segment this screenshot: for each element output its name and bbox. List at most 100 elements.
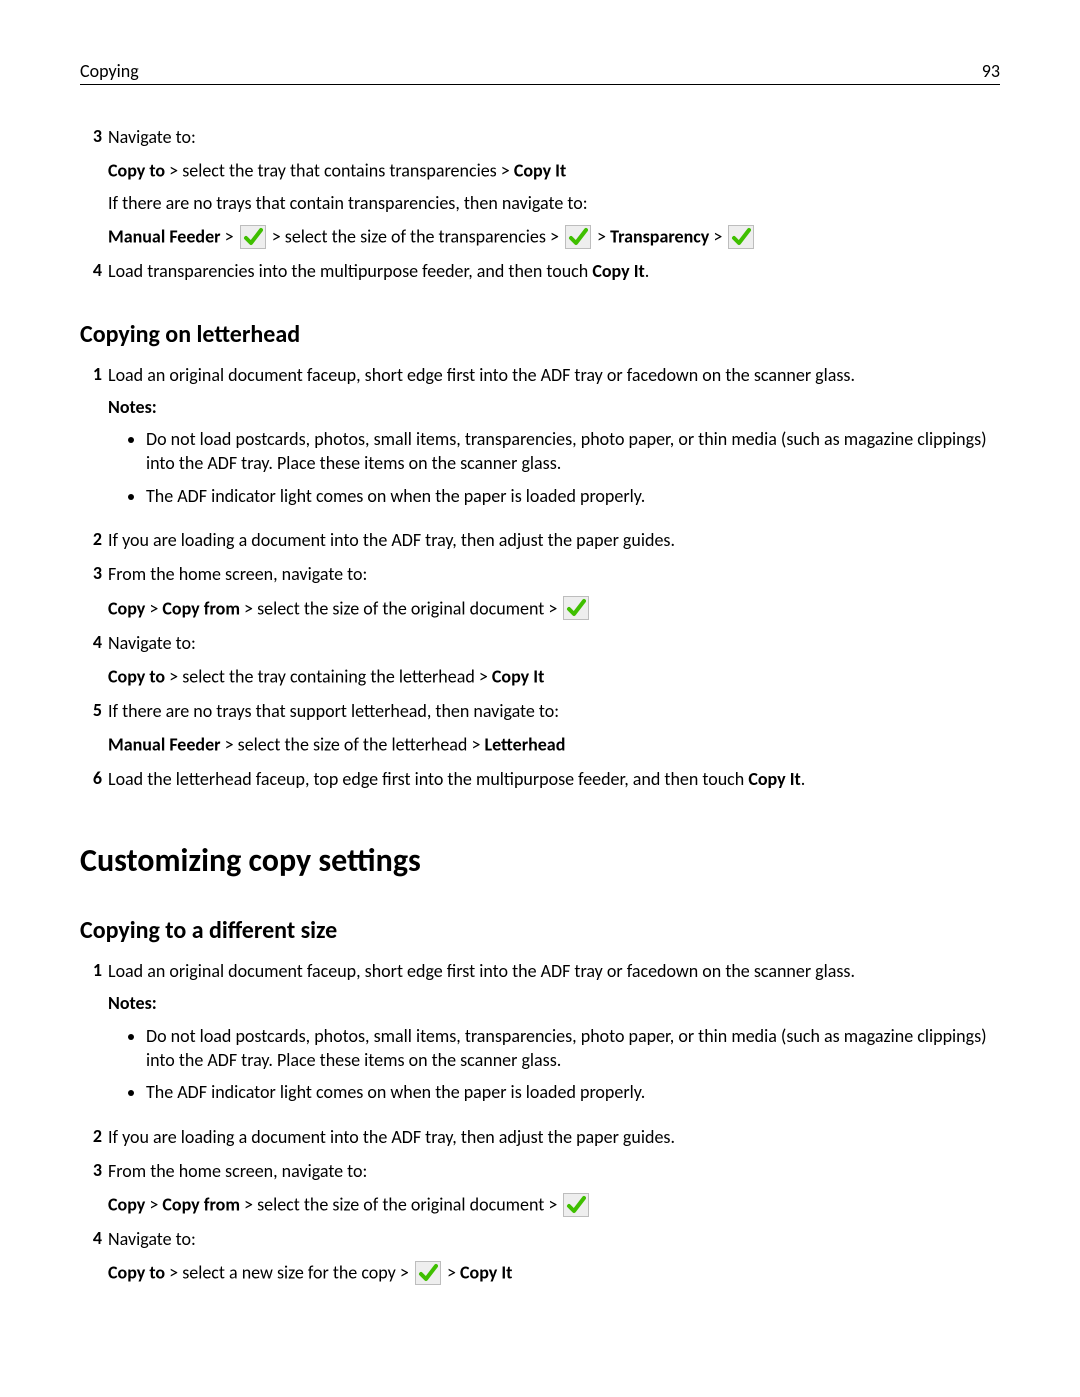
- step-4-transparencies: 4 Load transparencies into the multipurp…: [80, 259, 1000, 283]
- step-body: Load transparencies into the multipurpos…: [108, 259, 1000, 283]
- diffsize-step-3: 3 From the home screen, navigate to: Cop…: [80, 1159, 1000, 1217]
- step-number: 6: [80, 767, 108, 791]
- step-body: Load an original document faceup, short …: [108, 959, 1000, 1114]
- nav-path-copy-from: Copy > Copy from > select the size of th…: [108, 1191, 1000, 1217]
- gt: >: [443, 1262, 460, 1284]
- gt: >: [593, 226, 610, 248]
- sel-lh: > select the size of the letterhead >: [221, 733, 485, 755]
- check-icon: [563, 596, 589, 620]
- step-body: If you are loading a document into the A…: [108, 528, 1000, 552]
- heading-customizing: Customizing copy settings: [80, 841, 1000, 880]
- step-number: 1: [80, 959, 108, 1114]
- step3-text: From the home screen, navigate to:: [108, 1159, 1000, 1183]
- diffsize-step-1: 1 Load an original document faceup, shor…: [80, 959, 1000, 1114]
- copy-it-bold: Copy It: [514, 160, 566, 182]
- step4-pre: Load transparencies into the multipurpos…: [108, 260, 592, 282]
- step-body: Load the letterhead faceup, top edge fir…: [108, 767, 1000, 791]
- step3-text: From the home screen, navigate to:: [108, 562, 1000, 586]
- sel-size: > select the size of the transparencies …: [268, 226, 563, 248]
- copy-to-bold: Copy to: [108, 160, 165, 182]
- step6-text: Load the letterhead faceup, top edge fir…: [108, 767, 1000, 791]
- step4-text: Navigate to:: [108, 631, 1000, 655]
- check-icon: [563, 1193, 589, 1217]
- step4-text: Load transparencies into the multipurpos…: [108, 259, 1000, 283]
- letterhead-step-6: 6 Load the letterhead faceup, top edge f…: [80, 767, 1000, 791]
- gt: >: [145, 597, 162, 619]
- step1-text: Load an original document faceup, short …: [108, 959, 1000, 983]
- check-icon: [240, 225, 266, 249]
- step4-end: .: [645, 260, 650, 282]
- step-3-transparencies: 3 Navigate to: Copy to > select the tray…: [80, 125, 1000, 249]
- letterhead-step-1: 1 Load an original document faceup, shor…: [80, 363, 1000, 518]
- step-body: Navigate to: Copy to > select the tray t…: [108, 125, 1000, 249]
- note-bullet-1: Do not load postcards, photos, small ite…: [146, 1024, 1000, 1073]
- note-bullet-2: The ADF indicator light comes on when th…: [146, 484, 1000, 508]
- copy-from-bold: Copy from: [162, 1194, 240, 1216]
- step-number: 4: [80, 1227, 108, 1285]
- sel-tray: > select the tray containing the letterh…: [165, 665, 492, 687]
- gt: >: [145, 1194, 162, 1216]
- letterhead-step-4: 4 Navigate to: Copy to > select the tray…: [80, 631, 1000, 689]
- notes-label: Notes:: [108, 991, 1000, 1015]
- no-trays-text: If there are no trays that contain trans…: [108, 191, 1000, 215]
- sel-orig: > select the size of the original docume…: [240, 1194, 561, 1216]
- step-number: 3: [80, 562, 108, 620]
- check-icon: [728, 225, 754, 249]
- step-number: 3: [80, 1159, 108, 1217]
- check-icon: [565, 225, 591, 249]
- copy-it-bold: Copy It: [748, 768, 800, 790]
- nav-path-copy-to: Copy to > select the tray that contains …: [108, 157, 1000, 183]
- sel-orig: > select the size of the original docume…: [240, 597, 561, 619]
- gt: >: [709, 226, 726, 248]
- diffsize-step-4: 4 Navigate to: Copy to > select a new si…: [80, 1227, 1000, 1285]
- step2-text: If you are loading a document into the A…: [108, 528, 1000, 552]
- letterhead-step-3: 3 From the home screen, navigate to: Cop…: [80, 562, 1000, 620]
- navigate-to-label: Navigate to:: [108, 125, 1000, 149]
- step-body: If there are no trays that support lette…: [108, 699, 1000, 757]
- step-number: 3: [80, 125, 108, 249]
- copy-it-bold: Copy It: [492, 665, 544, 687]
- step-body: If you are loading a document into the A…: [108, 1125, 1000, 1149]
- copy-it-bold: Copy It: [460, 1262, 512, 1284]
- step-number: 5: [80, 699, 108, 757]
- diffsize-step-2: 2 If you are loading a document into the…: [80, 1125, 1000, 1149]
- step-number: 1: [80, 363, 108, 518]
- step6-end: .: [801, 768, 806, 790]
- notes-label: Notes:: [108, 395, 1000, 419]
- copy-to-bold: Copy to: [108, 1262, 165, 1284]
- step-body: Navigate to: Copy to > select a new size…: [108, 1227, 1000, 1285]
- step-body: Navigate to: Copy to > select the tray c…: [108, 631, 1000, 689]
- copy-it-bold: Copy It: [592, 260, 644, 282]
- check-icon: [415, 1261, 441, 1285]
- step-body: Load an original document faceup, short …: [108, 363, 1000, 518]
- copy-from-bold: Copy from: [162, 597, 240, 619]
- letterhead-step-5: 5 If there are no trays that support let…: [80, 699, 1000, 757]
- note-bullet-2: The ADF indicator light comes on when th…: [146, 1080, 1000, 1104]
- step4-text: Navigate to:: [108, 1227, 1000, 1251]
- notes-list: Do not load postcards, photos, small ite…: [108, 427, 1000, 508]
- step-number: 4: [80, 631, 108, 689]
- step-number: 2: [80, 528, 108, 552]
- letterhead-step-2: 2 If you are loading a document into the…: [80, 528, 1000, 552]
- nav-path-manual-feeder: Manual Feeder > > select the size of the…: [108, 223, 1000, 249]
- manual-feeder-bold: Manual Feeder: [108, 733, 221, 755]
- header-section: Copying: [80, 60, 139, 82]
- notes-list: Do not load postcards, photos, small ite…: [108, 1024, 1000, 1105]
- step-body: From the home screen, navigate to: Copy …: [108, 1159, 1000, 1217]
- page-header: Copying 93: [80, 60, 1000, 85]
- step1-text: Load an original document faceup, short …: [108, 363, 1000, 387]
- step6-pre: Load the letterhead faceup, top edge fir…: [108, 768, 748, 790]
- sel-new: > select a new size for the copy >: [165, 1262, 413, 1284]
- step-body: From the home screen, navigate to: Copy …: [108, 562, 1000, 620]
- nav-path-copy-from: Copy > Copy from > select the size of th…: [108, 595, 1000, 621]
- step-number: 4: [80, 259, 108, 283]
- note-bullet-1: Do not load postcards, photos, small ite…: [146, 427, 1000, 476]
- heading-diff-size: Copying to a different size: [80, 916, 1000, 945]
- copy-bold: Copy: [108, 597, 145, 619]
- copy-bold: Copy: [108, 1194, 145, 1216]
- nav-path-copy-to: Copy to > select the tray containing the…: [108, 663, 1000, 689]
- transparency-bold: Transparency: [610, 226, 709, 248]
- gt: >: [221, 226, 238, 248]
- copy-to-bold: Copy to: [108, 665, 165, 687]
- step5-text: If there are no trays that support lette…: [108, 699, 1000, 723]
